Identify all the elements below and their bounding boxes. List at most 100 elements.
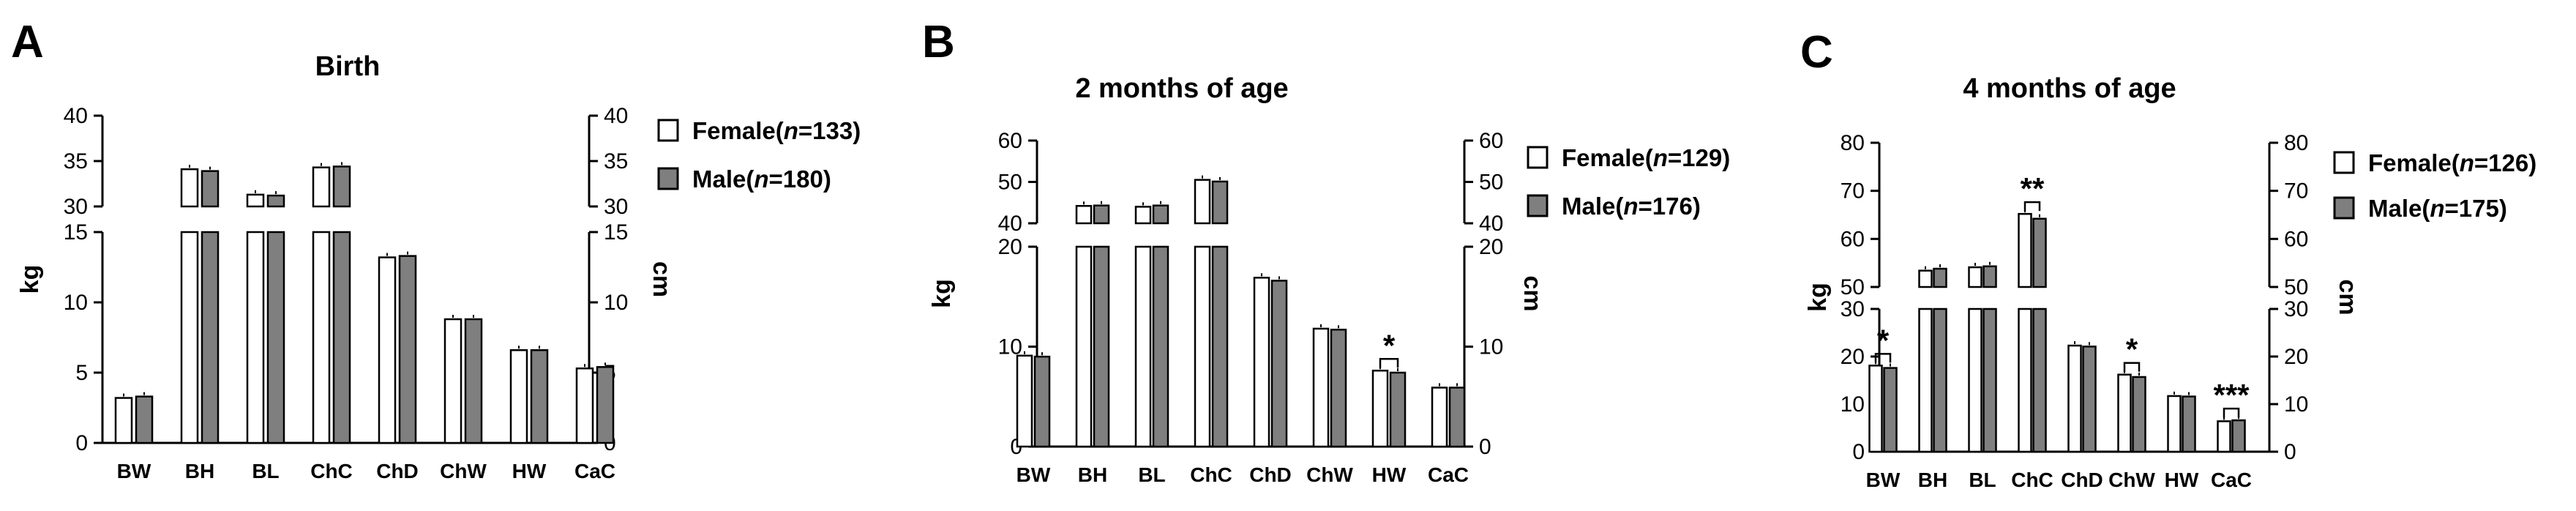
bar-ChC-male-upper [1211,180,1229,225]
tick-label: 50 [1841,275,1865,299]
tick-label: 0 [1479,435,1491,459]
category-label: CaC [2211,469,2252,491]
panel-label: C [1800,27,1833,78]
tick-label: 50 [1479,171,1503,195]
bar-BL-male-lower [266,231,285,444]
tick-label: 30 [604,195,628,219]
chart-title: Birth [315,51,381,82]
tick-label: 10 [1479,335,1503,359]
category-label: ChD [2061,469,2103,491]
tick-label: 15 [64,220,88,245]
y-axis-label-left: kg [16,265,44,294]
category-label: BL [252,460,279,482]
bar-BW-female [1868,365,1883,453]
bar-HW-male [1389,371,1407,448]
legend-label-male: Male(n=180) [692,165,831,193]
category-label: BH [185,460,214,482]
legend-text-n: n [1623,193,1638,220]
bar-BH-male-upper [1093,204,1110,225]
bar-BL-male-lower [1152,245,1169,448]
y-axis-label-right: cm [648,261,675,297]
bar-BH-female-upper [180,168,199,208]
tick-label: 0 [1852,440,1865,464]
tick-label: 15 [604,220,628,245]
bar-ChW-female [443,318,463,444]
category-label: BL [1969,469,1996,491]
tick-label: 40 [1479,212,1503,236]
bar-CaC-male [1448,387,1466,448]
tick-label: 80 [1841,131,1865,155]
panel-label: A [11,17,44,67]
category-label: CaC [574,460,615,482]
category-label: ChC [310,460,353,482]
bar-ChD-female [2067,344,2082,453]
y-axis-label-right: cm [2334,279,2362,315]
legend-label-female: Female(n=129) [1562,144,1730,171]
legend-swatch-female [1527,146,1549,169]
bar-CaC-female [2217,420,2231,453]
bar-ChC-female-lower [2018,307,2032,453]
legend-swatch-male [657,167,679,190]
chart-panel-C: C4 months of age010203050607080010203050… [1800,27,2536,491]
bar-ChW-male [2132,376,2146,453]
tick-label: 70 [2284,179,2308,204]
bar-BL-male-upper [1152,204,1169,225]
bar-BH-female-upper [1075,205,1093,225]
bar-BL-male-upper [1982,265,1997,288]
bar-ChW-male [464,318,483,444]
legend-text-n: n [1653,144,1668,171]
bar-BW-male [135,395,154,444]
tick-label: 40 [604,104,628,128]
bar-BL-female-lower [1134,245,1152,448]
bar-BL-female-upper [1968,266,1982,288]
bar-CaC-male [2231,419,2246,453]
legend-text-suffix: =126) [2474,149,2536,176]
bar-BW-male [1883,367,1898,453]
legend-text-suffix: =133) [798,117,861,144]
legend-label-female: Female(n=126) [2368,149,2536,176]
tick-label: 60 [2284,227,2308,251]
bar-CaC-female [575,367,594,444]
category-label: BH [1918,469,1947,491]
bar-ChD-male [398,255,417,444]
bar-BW-female [1016,354,1033,448]
legend-text-prefix: Female( [1562,144,1653,171]
bar-ChC-female-upper [1194,179,1211,225]
category-label: HW [512,460,547,482]
category-label: ChW [440,460,487,482]
bar-CaC-male [596,366,615,444]
tick-label: 10 [1841,392,1865,417]
tick-label: 35 [64,149,88,174]
bar-ChD-female [378,256,397,444]
bar-ChW-female [2117,373,2132,453]
bar-BL-female-upper [246,193,265,208]
bar-BH-male-upper [1933,267,1947,288]
bar-BL-female-lower [246,231,265,444]
bar-BH-female-upper [1918,269,1933,288]
bar-BH-female-lower [1075,245,1093,448]
bar-ChC-male-lower [332,231,351,444]
bar-CaC-female [1431,387,1448,448]
legend-text-suffix: =129) [1668,144,1730,171]
y-axis-label-left: kg [928,279,956,308]
category-label: BW [117,460,151,482]
tick-label: 10 [2284,392,2308,417]
bar-BH-male-lower [1093,245,1110,448]
category-label: BH [1078,463,1107,486]
tick-label: 30 [64,195,88,219]
bar-ChC-male-upper [2032,217,2047,288]
significance-marker: *** [2213,378,2250,412]
bar-HW-female [509,349,528,444]
tick-label: 60 [1479,129,1503,153]
tick-label: 0 [2284,440,2296,464]
bar-ChC-male-upper [332,165,351,208]
bar-BH-male-lower [201,231,220,444]
bar-ChD-female [1253,277,1270,448]
tick-label: 5 [75,361,88,385]
category-label: HW [2165,469,2199,491]
significance-bracket [1379,358,1399,368]
significance-marker: * [1383,328,1396,362]
bar-HW-female [1371,370,1389,448]
tick-label: 10 [604,291,628,315]
tick-label: 70 [1841,179,1865,204]
